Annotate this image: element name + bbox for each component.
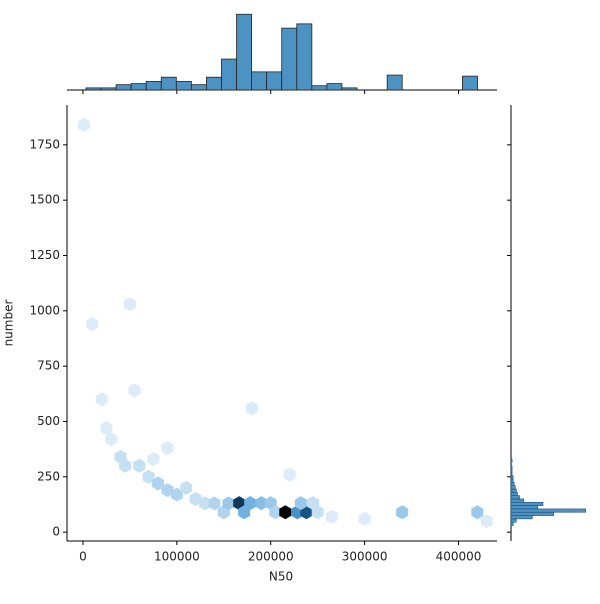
top-hist-bar [100, 87, 117, 91]
hexbin [311, 505, 324, 520]
top-hist-bar [145, 81, 162, 91]
hexbin [142, 469, 155, 484]
top-hist-bar [190, 84, 207, 91]
top-hist-bar [251, 71, 268, 91]
hexbin [269, 505, 282, 520]
hexbin [358, 511, 371, 526]
right-hist-bar [510, 472, 513, 477]
y-tick-label: 1250 [29, 248, 60, 262]
y-tick-label: 750 [37, 359, 60, 373]
y-tick-label: 250 [37, 469, 60, 483]
top-hist-bar [236, 13, 253, 91]
top-hist-bar [206, 76, 222, 91]
right-hist-bar [510, 515, 533, 520]
hexbin [325, 509, 338, 524]
hexbin [133, 458, 146, 473]
x-tick-label: 0 [79, 550, 87, 564]
right-hist-bar [510, 511, 554, 516]
hexbin [152, 476, 165, 491]
top-hist-bar [386, 74, 403, 91]
top-hist-bar [130, 83, 147, 91]
hexbin [396, 505, 409, 520]
x-tick-label: 400000 [436, 550, 482, 564]
top-hist-bar [175, 81, 192, 91]
top-hist-bar [296, 23, 313, 91]
right-hist-bar [510, 498, 525, 503]
hexbin [86, 317, 99, 332]
hexbin [147, 452, 160, 467]
hexbin [238, 505, 251, 520]
top-hist-bar [326, 83, 343, 91]
top-hist-bar [311, 85, 328, 91]
x-axis-label: N50 [269, 570, 293, 584]
right-hist-bar [510, 501, 544, 506]
hexbin [245, 401, 258, 416]
right-hist-bar [510, 505, 538, 510]
hexbin [255, 496, 268, 511]
hexbin [100, 421, 113, 436]
top-hist-bar [281, 27, 298, 91]
hexbin [244, 496, 257, 511]
y-tick-label: 1750 [29, 137, 60, 151]
hexbin [300, 505, 313, 520]
hexbin [279, 505, 292, 520]
hexbin [161, 483, 174, 498]
top-hist-bar [160, 76, 177, 91]
hexbin [222, 496, 235, 511]
right-hist-bar [510, 458, 513, 463]
hexbin [77, 117, 90, 132]
right-hist-bar [510, 475, 514, 480]
hexbin [294, 496, 307, 511]
right-hist-bar [510, 521, 514, 526]
top-hist-bar [221, 58, 237, 91]
top-hist-bar [462, 75, 478, 91]
y-tick-label: 1500 [29, 193, 60, 207]
right-hist-bar [510, 478, 514, 483]
hexbin [128, 383, 141, 398]
hexbin [208, 496, 221, 511]
top-hist-bar [266, 71, 283, 91]
hexbin [170, 487, 183, 502]
hexbin [283, 467, 296, 482]
hexbin [471, 505, 484, 520]
right-hist-bar [510, 492, 518, 496]
right-hist-bar [510, 488, 517, 493]
hexbin [161, 441, 174, 456]
y-axis-label: number [2, 300, 16, 347]
right-hist-bar [510, 468, 513, 473]
hexbin [119, 458, 132, 473]
x-tick-label: 100000 [154, 550, 200, 564]
hexbin [123, 297, 136, 312]
y-tick-label: 1000 [29, 303, 60, 317]
x-tick-label: 200000 [248, 550, 294, 564]
top-hist-bar [85, 87, 102, 91]
right-hist-bar [510, 508, 586, 513]
right-hist-bar [510, 495, 520, 500]
y-tick-label: 500 [37, 414, 60, 428]
y-tick-label: 0 [52, 525, 60, 539]
x-tick-label: 300000 [342, 550, 388, 564]
right-hist-bar [510, 485, 516, 490]
right-hist-bar [510, 482, 515, 486]
hexbin [95, 392, 108, 407]
hexbin [189, 491, 202, 506]
hexbin [199, 496, 212, 511]
hexbin [105, 432, 118, 447]
top-hist-bar [115, 84, 132, 91]
top-hist-bar [341, 87, 358, 91]
hexbin [180, 480, 193, 495]
hexbin [480, 514, 493, 529]
right-hist-bar [510, 518, 517, 523]
right-hist-bar [510, 465, 513, 470]
